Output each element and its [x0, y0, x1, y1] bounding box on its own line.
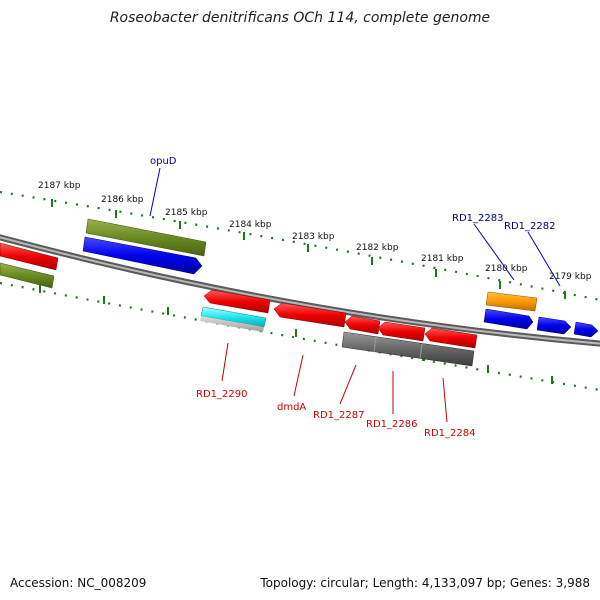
topology-text: Topology: circular; Length: 4,133,097 bp…	[260, 576, 590, 590]
gene-arrow[interactable]	[485, 291, 538, 312]
gene-arrow[interactable]	[483, 308, 534, 330]
scale-label: 2179 kbp	[549, 272, 592, 282]
gene-label-dmda[interactable]: dmdA	[277, 402, 306, 413]
accession-text: Accession: NC_008209	[10, 576, 147, 590]
genome-backbone	[0, 234, 600, 347]
gene-arrow[interactable]	[203, 289, 271, 314]
label-leader	[149, 167, 161, 217]
gene-arrow[interactable]	[344, 315, 381, 335]
gene-label-rd1-2290[interactable]: RD1_2290	[196, 389, 247, 400]
scale-label: 2184 kbp	[229, 220, 272, 230]
gene-arrow[interactable]	[0, 242, 59, 271]
label-leader	[442, 377, 448, 423]
label-leader	[527, 231, 561, 287]
gene-label-rd1-2282[interactable]: RD1_2282	[504, 221, 555, 232]
label-leader	[339, 364, 357, 405]
gene-arrow[interactable]	[200, 316, 264, 332]
scale-label: 2186 kbp	[101, 195, 144, 205]
gene-arrow[interactable]	[0, 262, 55, 289]
gene-label-rd1-2286[interactable]: RD1_2286	[366, 419, 417, 430]
gene-arrow[interactable]	[573, 321, 599, 338]
scale-label: 2185 kbp	[165, 208, 208, 218]
scale-label: 2181 kbp	[421, 254, 464, 264]
label-leader	[221, 342, 229, 382]
gene-arrow[interactable]	[341, 331, 475, 367]
map-title: Roseobacter denitrificans OCh 114, compl…	[110, 10, 490, 26]
gene-arrow[interactable]	[85, 218, 207, 257]
gene-label-rd1-2287[interactable]: RD1_2287	[313, 410, 364, 421]
scale-label: 2187 kbp	[38, 181, 81, 191]
gene-boundary	[373, 336, 377, 353]
scale-outer-ticks	[51, 199, 566, 299]
gene-label-opud[interactable]: opuD	[150, 156, 177, 167]
gene-label-rd1-2283[interactable]: RD1_2283	[452, 213, 503, 224]
gene-arrow[interactable]	[82, 236, 203, 275]
gene-labels-forward: opuD RD1_2283 RD1_2282	[150, 156, 555, 232]
gene-arrow[interactable]	[377, 321, 426, 342]
label-leader	[293, 354, 304, 397]
gene-label-rd1-2284[interactable]: RD1_2284	[424, 428, 475, 439]
gene-arrow[interactable]	[424, 327, 478, 349]
scale-label: 2183 kbp	[292, 232, 335, 242]
gene-boundary	[419, 343, 423, 360]
gene-arrow[interactable]	[273, 302, 347, 328]
gene-arrow[interactable]	[536, 316, 572, 335]
gene-labels-reverse: RD1_2290 dmdA RD1_2287 RD1_2286 RD1_2284	[196, 389, 475, 439]
label-leader	[473, 223, 515, 281]
scale-label: 2182 kbp	[356, 243, 399, 253]
